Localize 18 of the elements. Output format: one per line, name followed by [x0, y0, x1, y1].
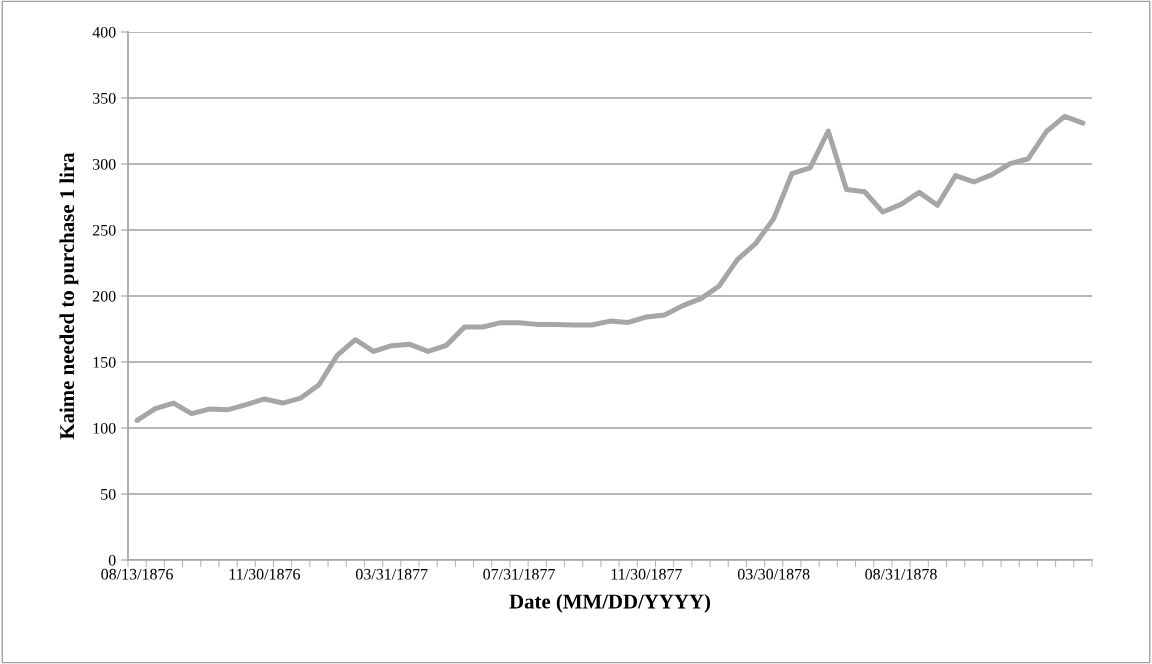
x-tick-label: 03/30/1878 [737, 568, 810, 580]
y-tick-label: 400 [92, 26, 116, 38]
y-tick-label: 200 [92, 290, 116, 302]
x-tick-label: 08/13/1876 [101, 568, 173, 580]
x-tick-label: 08/31/1878 [865, 568, 937, 580]
y-tick-label: 100 [93, 422, 116, 434]
y-tick-label: 250 [92, 224, 116, 236]
y-tick-label: 50 [101, 488, 116, 500]
y-axis-title: Kaime needed to purchase 1 lira [59, 152, 79, 440]
x-axis-title: Date (MM/DD/YYYY) [509, 593, 711, 613]
x-tick-label: 11/30/1876 [229, 568, 301, 580]
x-tick-label: 07/31/1877 [483, 568, 555, 580]
y-tick-label: 0 [108, 554, 116, 566]
y-tick-label: 300 [93, 158, 116, 170]
x-tick-label: 11/30/1877 [611, 568, 682, 580]
x-tick-label: 03/31/1877 [355, 568, 428, 580]
y-tick-label: 350 [93, 92, 116, 104]
y-tick-label: 150 [93, 356, 116, 368]
